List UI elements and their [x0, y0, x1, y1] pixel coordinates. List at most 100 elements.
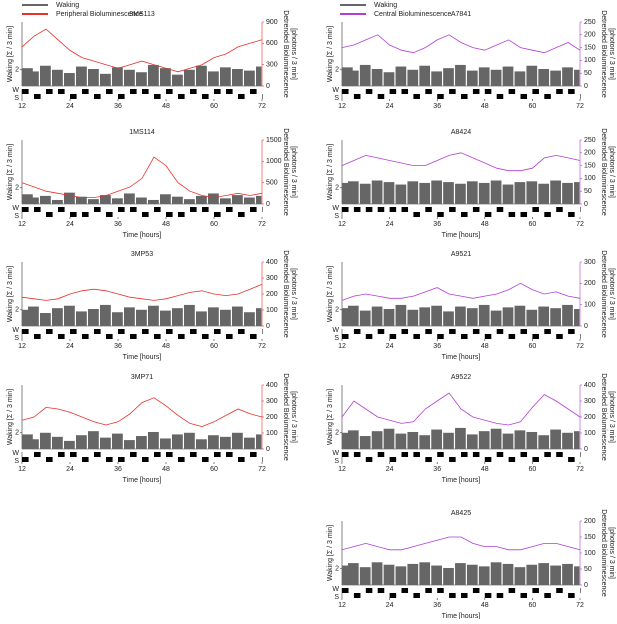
hypnogram-state	[437, 588, 444, 593]
hypnogram-state	[472, 452, 480, 457]
waking-bar	[232, 68, 243, 86]
waking-bar	[244, 312, 255, 326]
waking-bar	[244, 70, 255, 86]
waking-bar	[371, 68, 383, 86]
x-tick-label: 24	[386, 221, 394, 228]
waking-bar	[100, 437, 111, 449]
hypnogram-state	[94, 207, 101, 212]
y2-tick-label: 1500	[266, 137, 282, 144]
hypnogram-state	[365, 334, 373, 339]
hypnogram-state	[389, 334, 397, 339]
waking-bar	[136, 309, 147, 326]
waking-bar	[383, 308, 395, 326]
state-label: S	[334, 335, 339, 342]
y2-tick-label: 100	[584, 175, 596, 182]
panel-title: 1MS114	[129, 129, 155, 136]
x-tick-label: 60	[529, 103, 537, 110]
hypnogram-state	[568, 593, 575, 598]
hypnogram-state	[154, 334, 161, 339]
hypnogram-state	[250, 89, 257, 94]
x-tick-label: 36	[114, 103, 122, 110]
hypnogram-state	[365, 457, 373, 462]
y2-axis-label: Detrended Bioluminescence	[600, 128, 607, 216]
state-label: S	[334, 594, 339, 601]
y2-tick-label: 200	[584, 150, 596, 157]
y-tick-label: 2	[335, 566, 339, 573]
x-tick-label: 48	[481, 221, 489, 228]
bioluminescence-line	[341, 34, 581, 54]
hypnogram-state	[413, 452, 420, 457]
hypnogram-state	[461, 334, 468, 339]
hypnogram-state	[401, 452, 409, 457]
waking-bar	[232, 195, 243, 204]
hypnogram-state	[437, 334, 444, 339]
waking-bar	[208, 435, 219, 449]
hypnogram-state	[226, 89, 233, 94]
x-tick-label: 24	[386, 466, 394, 473]
hypnogram-state	[34, 452, 41, 457]
y2-tick-label: 100	[266, 307, 278, 314]
waking-bar	[490, 180, 502, 204]
hypnogram-state	[82, 457, 89, 462]
hypnogram-state	[106, 212, 113, 217]
waking-bar	[371, 180, 383, 204]
hypnogram-state	[532, 588, 539, 593]
waking-bar	[347, 563, 359, 585]
x-tick-label: 36	[114, 221, 122, 228]
hypnogram-state	[58, 207, 65, 212]
y2-tick-label: 100	[266, 430, 278, 437]
waking-bar	[550, 70, 561, 86]
waking-bar	[22, 68, 33, 86]
hypnogram-state	[568, 212, 575, 217]
waking-bar	[256, 434, 262, 449]
state-label: W	[12, 450, 19, 457]
waking-bar	[538, 68, 550, 86]
y2-axis-label: [photons / 3 min]	[290, 391, 297, 443]
hypnogram-state	[94, 329, 101, 334]
waking-bar	[383, 72, 395, 86]
hypnogram-state	[425, 89, 432, 94]
waking-bar	[52, 436, 63, 449]
hypnogram-state	[70, 329, 77, 334]
waking-bar	[407, 181, 419, 204]
x-tick-label: 48	[162, 343, 170, 350]
legend-label: Waking	[56, 2, 79, 9]
hypnogram-state	[413, 94, 420, 99]
waking-bar	[196, 65, 207, 86]
x-axis-label: Time [hours]	[123, 232, 162, 239]
waking-bar	[342, 182, 353, 204]
x-tick-label: 60	[529, 602, 537, 609]
x-tick-label: 60	[210, 466, 218, 473]
waking-bar	[466, 70, 478, 86]
y2-tick-label: 600	[266, 40, 278, 47]
y2-tick-label: 1000	[266, 158, 282, 165]
waking-bar	[160, 194, 171, 204]
x-tick-label: 24	[66, 221, 74, 228]
waking-bar	[347, 70, 359, 86]
bioluminescence-line	[341, 536, 581, 551]
y2-tick-label: 500	[266, 180, 278, 187]
waking-bar	[124, 69, 135, 86]
waking-bar	[184, 432, 195, 449]
hypnogram-state	[142, 329, 149, 334]
hypnogram-state	[449, 593, 456, 598]
waking-bar	[172, 308, 183, 326]
waking-bar	[395, 66, 407, 86]
hypnogram-state	[353, 329, 361, 334]
waking-bar	[100, 304, 111, 326]
y2-tick-label: 0	[266, 83, 270, 90]
waking-bar	[395, 433, 407, 449]
hypnogram-state	[544, 329, 551, 334]
hypnogram-state	[22, 89, 29, 94]
hypnogram-state	[154, 452, 161, 457]
x-tick-label: 48	[162, 221, 170, 228]
waking-bar	[490, 310, 502, 326]
hypnogram-state	[508, 334, 516, 339]
y-tick-label: 2	[15, 67, 19, 74]
hypnogram-state	[580, 452, 581, 457]
waking-bar	[28, 197, 39, 204]
y2-tick-label: 150	[584, 162, 596, 169]
hypnogram-state	[556, 588, 563, 593]
waking-bar	[52, 308, 63, 326]
waking-bar	[40, 432, 51, 449]
